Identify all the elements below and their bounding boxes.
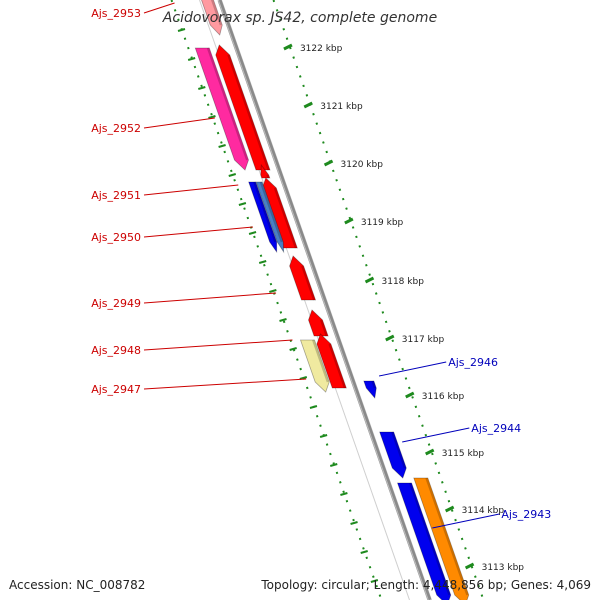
gene-ajs-2952 bbox=[194, 47, 249, 171]
gene-ajs-2952-shade bbox=[206, 47, 248, 161]
minor-tick bbox=[279, 318, 287, 322]
genome-backbone bbox=[217, 0, 432, 600]
tick-mark bbox=[385, 334, 395, 342]
accession-text: Accession: NC_008782 bbox=[9, 578, 146, 592]
right-gene-label: Ajs_2944 bbox=[471, 422, 521, 435]
minor-tick bbox=[309, 405, 318, 409]
tick-mark bbox=[323, 159, 334, 167]
left-label-leader bbox=[143, 292, 277, 304]
gene-ajs-2952-forward bbox=[215, 44, 271, 171]
tick-label: 3121 kbp bbox=[320, 102, 363, 112]
minor-tick bbox=[228, 173, 237, 177]
genome-backbone-highlight bbox=[217, 0, 429, 600]
tick-label: 3114 kbp bbox=[462, 506, 505, 516]
tick-label: 3115 kbp bbox=[442, 449, 485, 459]
gene-ajs-2950-forward-shade bbox=[273, 187, 297, 249]
gene-ajs-2946 bbox=[363, 380, 377, 399]
tick-mark bbox=[405, 391, 415, 399]
minor-tick bbox=[370, 579, 379, 583]
minor-tick bbox=[360, 550, 368, 554]
minor-tick bbox=[218, 144, 226, 148]
gene-layer bbox=[194, 0, 470, 600]
genome-title: Acidovorax sp. JS42, complete genome bbox=[162, 10, 438, 26]
gene-ajs-2944-shade bbox=[391, 431, 406, 469]
minor-tick bbox=[299, 376, 308, 380]
gene-ajs-2950-shade bbox=[253, 181, 277, 243]
gene-ajs-2948 bbox=[308, 309, 329, 337]
gene-ajs-2947 bbox=[299, 339, 330, 393]
right-label-leader bbox=[432, 513, 500, 529]
gene-ajs-2948-shade bbox=[320, 319, 328, 337]
tick-mark bbox=[364, 276, 375, 284]
tick-mark bbox=[464, 562, 475, 570]
label-layer: Ajs_2953 Ajs_2952 Ajs_2951 Ajs_2950 Ajs_2949… bbox=[91, 2, 551, 529]
tick-label: 3117 kbp bbox=[402, 335, 445, 345]
tick-label: 3120 kbp bbox=[341, 160, 384, 170]
right-label-leader bbox=[378, 361, 447, 377]
minor-tick bbox=[198, 86, 206, 90]
left-label-leader bbox=[143, 117, 215, 129]
minor-tick bbox=[350, 521, 358, 525]
right-label-leader bbox=[402, 427, 470, 443]
gene-ajs-2949-shade bbox=[301, 265, 315, 301]
gene-ajs-2953 bbox=[201, 0, 223, 36]
minor-tick bbox=[319, 434, 328, 438]
minor-tick bbox=[187, 57, 196, 61]
minor-tick bbox=[258, 260, 267, 264]
minor-tick bbox=[340, 492, 348, 496]
minor-tick bbox=[238, 202, 247, 206]
left-label-leader bbox=[143, 226, 253, 238]
gene-ajs-2943-reverse-shade bbox=[409, 482, 451, 596]
minor-tick bbox=[269, 289, 277, 293]
tick-mark bbox=[283, 43, 293, 51]
right-gene-label: Ajs_2946 bbox=[448, 356, 498, 369]
gene-ajs-2943 bbox=[413, 477, 470, 600]
tick-mark bbox=[444, 505, 455, 513]
tick-label: 3116 kbp bbox=[422, 392, 465, 402]
gene-ajs-2952-forward-shade bbox=[227, 54, 270, 171]
gene-ajs-2950-partner bbox=[255, 181, 285, 254]
left-gene-label: Ajs_2949 bbox=[91, 297, 141, 310]
left-gene-label: Ajs_2951 bbox=[91, 189, 141, 202]
gene-ajs-2944 bbox=[379, 431, 407, 479]
minor-tick bbox=[289, 347, 297, 351]
left-label-leader bbox=[143, 339, 293, 351]
left-gene-label: Ajs_2950 bbox=[91, 231, 141, 244]
tick-label: 3118 kbp bbox=[382, 277, 425, 287]
right-gene-label: Ajs_2943 bbox=[501, 508, 551, 521]
gene-ajs-2950 bbox=[248, 181, 278, 254]
gene-ajs-2947-forward-shade bbox=[328, 343, 346, 389]
genome-summary-text: Topology: circular; Length: 4,448,856 bp… bbox=[261, 578, 591, 592]
minor-tick bbox=[248, 231, 257, 235]
minor-tick bbox=[329, 463, 338, 467]
tick-label: 3119 kbp bbox=[361, 218, 404, 228]
gene-ajs-2943-shade bbox=[425, 477, 469, 596]
gene-ajs-2947-shade bbox=[312, 339, 329, 383]
gene-ajs-2947-forward bbox=[316, 333, 347, 389]
gene-ajs-2951 bbox=[260, 163, 271, 179]
tick-mark bbox=[344, 217, 354, 225]
tick-label: 3113 kbp bbox=[482, 563, 525, 573]
left-gene-label: Ajs_2953 bbox=[91, 7, 141, 20]
left-label-leader bbox=[143, 184, 239, 196]
tick-layer: 3122 kbp 3121 kbp 3120 kbp 3119 kbp 3118 kbp… bbox=[177, 28, 525, 583]
left-label-leader bbox=[143, 378, 307, 390]
gene-ajs-2943-reverse bbox=[396, 482, 452, 600]
left-gene-label: Ajs_2952 bbox=[91, 122, 141, 135]
minor-tick bbox=[208, 115, 216, 119]
left-label-leader bbox=[143, 2, 175, 14]
tick-mark bbox=[425, 448, 435, 456]
tick-label: 3122 kbp bbox=[300, 44, 343, 54]
gene-ajs-2946-shade bbox=[371, 380, 376, 389]
left-gene-label: Ajs_2947 bbox=[91, 383, 141, 396]
left-gene-label: Ajs_2948 bbox=[91, 344, 141, 357]
gene-ajs-2949 bbox=[289, 255, 317, 301]
tick-mark bbox=[303, 101, 313, 109]
minor-tick bbox=[177, 28, 186, 32]
gene-ajs-2950-partner-shade bbox=[259, 181, 283, 243]
gene-ajs-2953-shade bbox=[210, 0, 222, 26]
gene-ajs-2951-shade bbox=[266, 174, 270, 179]
